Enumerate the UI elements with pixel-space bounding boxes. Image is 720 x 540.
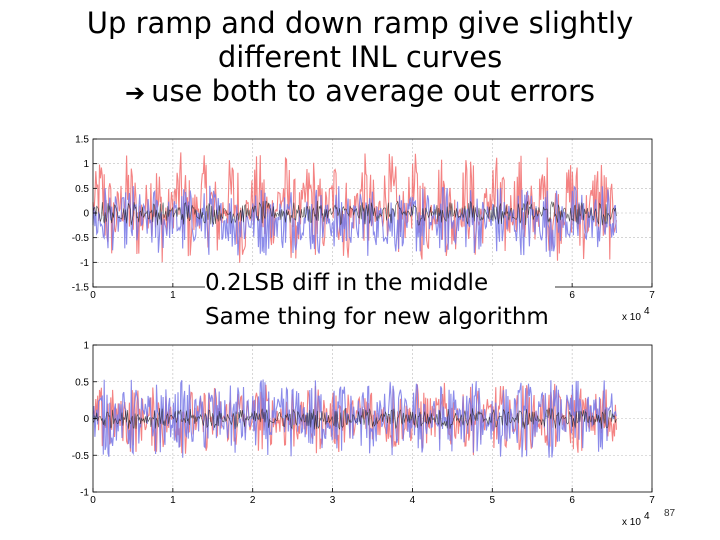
series-1-line (92, 152, 617, 263)
y-tick-label: -1 (80, 258, 89, 269)
x-tick-label: 6 (569, 290, 575, 301)
x-tick-label: 0 (90, 495, 96, 506)
title-line-1: Up ramp and down ramp give slightly (86, 6, 634, 40)
x-scale-label: x 10 (622, 312, 641, 323)
series-3-line (92, 200, 617, 226)
y-tick-label: 1.5 (75, 135, 89, 146)
y-tick-label: 0 (83, 414, 89, 425)
x-tick-label: 2 (250, 495, 256, 506)
x-scale-exponent: 4 (644, 306, 650, 317)
series-2-line (92, 185, 617, 258)
y-tick-label: 0.5 (75, 377, 89, 388)
slide-number: 87 (664, 508, 676, 519)
x-tick-label: 7 (649, 290, 655, 301)
y-tick-label: -1.5 (72, 283, 90, 294)
series-3-line (92, 407, 617, 430)
y-tick-label: -0.5 (72, 451, 90, 462)
slide-title: Up ramp and down ramp give slightly diff… (0, 6, 720, 110)
y-tick-label: 0.5 (75, 184, 89, 195)
y-tick-label: -0.5 (72, 233, 90, 244)
title-line-2: different INL curves (217, 40, 503, 74)
title-line-3-text: use both to average out errors (151, 74, 596, 108)
title-line-3: ➔ use both to average out errors (0, 74, 720, 110)
x-tick-label: 7 (649, 495, 655, 506)
y-tick-label: 1 (83, 159, 89, 170)
x-tick-label: 6 (569, 495, 575, 506)
x-scale-exponent: 4 (644, 511, 650, 522)
x-tick-label: 1 (170, 290, 176, 301)
x-tick-label: 5 (490, 495, 496, 506)
x-scale-label: x 10 (622, 517, 641, 528)
annotation-note: 0.2LSB diff in the middle Same thing for… (205, 266, 555, 334)
right-arrow-icon: ➔ (124, 79, 146, 107)
x-tick-label: 4 (410, 495, 416, 506)
y-tick-label: -1 (80, 488, 89, 499)
note-line-2: Same thing for new algorithm (205, 304, 549, 330)
note-line-1: 0.2LSB diff in the middle (205, 270, 489, 296)
x-tick-label: 0 (90, 290, 96, 301)
x-tick-label: 1 (170, 495, 176, 506)
y-tick-label: 1 (83, 341, 89, 352)
y-tick-label: 0 (83, 209, 89, 220)
x-tick-label: 3 (330, 495, 336, 506)
chart-2: 0 1 2 3 4 5 6 7-1-0.500.51x 104 (72, 341, 655, 529)
